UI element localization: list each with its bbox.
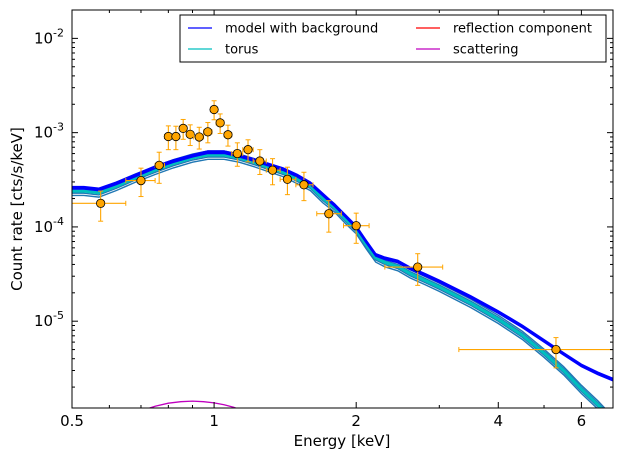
- torus-band-line: [72, 156, 600, 408]
- model-band-line: [72, 152, 613, 382]
- legend-label: reflection component: [453, 22, 592, 37]
- model-curves: [72, 150, 613, 408]
- torus-band-line: [72, 150, 606, 408]
- y-tick-label: 10-3: [34, 121, 64, 142]
- x-tick-label: 4: [494, 412, 504, 430]
- data-point: [231, 142, 244, 167]
- scattering-line: [147, 400, 238, 408]
- data-point: [215, 113, 225, 134]
- data-marker: [255, 156, 265, 166]
- x-tick-label: 2: [351, 412, 361, 430]
- data-marker: [232, 148, 242, 159]
- data-point: [242, 139, 254, 163]
- plot-frame: [71, 9, 614, 409]
- y-tick-label: 10-2: [34, 26, 64, 47]
- data-marker: [171, 131, 181, 142]
- data-marker: [282, 174, 293, 184]
- data-marker: [299, 180, 309, 190]
- data-marker: [215, 118, 225, 128]
- data-point: [384, 253, 444, 286]
- torus-band-line: [72, 152, 604, 408]
- data-marker: [223, 130, 233, 140]
- data-marker: [194, 132, 204, 142]
- data-point: [316, 200, 342, 233]
- data-marker: [154, 160, 164, 170]
- data-point: [223, 124, 233, 147]
- data-marker: [178, 123, 188, 133]
- axes: 0.5 1 2 4 6 10-5 10-4 10-3 10-2: [34, 9, 614, 430]
- legend-label: scattering: [453, 43, 519, 58]
- model-band-line: [72, 150, 613, 380]
- x-tick-label: 6: [577, 412, 587, 430]
- data-point: [163, 125, 173, 151]
- data-marker: [209, 104, 219, 115]
- data-marker: [413, 262, 423, 272]
- data-marker: [243, 145, 253, 155]
- torus-line: [72, 153, 604, 408]
- data-marker: [351, 221, 361, 231]
- legend-box: [179, 14, 607, 63]
- data-point: [343, 212, 370, 244]
- y-axis-label: Count rate [cts/s/keV]: [8, 127, 26, 291]
- data-marker: [551, 344, 561, 355]
- data-point: [171, 125, 181, 151]
- data-marker: [136, 176, 146, 186]
- data-marker: [96, 198, 106, 208]
- data-points: [72, 100, 613, 369]
- y-tick-label: 10-5: [34, 309, 64, 330]
- data-marker: [185, 129, 195, 139]
- data-point: [178, 118, 188, 140]
- x-tick-label: 0.5: [60, 412, 84, 430]
- y-tick-label: 10-4: [34, 215, 64, 236]
- legend-label: model with background: [225, 22, 378, 37]
- model-line: [72, 151, 613, 381]
- data-point: [154, 151, 165, 184]
- x-axis-label: Energy [keV]: [294, 432, 391, 450]
- data-point: [193, 126, 205, 150]
- data-point: [209, 100, 219, 121]
- data-point: [203, 122, 213, 144]
- data-point: [265, 158, 281, 186]
- legend: model with background reflection componen…: [179, 14, 607, 63]
- data-marker: [267, 165, 278, 175]
- data-marker: [163, 131, 173, 142]
- data-point: [125, 167, 156, 198]
- data-point: [295, 171, 314, 202]
- data-point: [252, 149, 267, 175]
- data-point: [185, 124, 195, 147]
- data-marker: [203, 127, 213, 137]
- legend-label: torus: [225, 43, 259, 58]
- data-point: [72, 190, 127, 222]
- torus-band-line: [72, 158, 598, 408]
- data-marker: [324, 209, 334, 219]
- data-point: [279, 166, 297, 196]
- data-point: [458, 337, 613, 369]
- x-tick-label: 1: [209, 412, 219, 430]
